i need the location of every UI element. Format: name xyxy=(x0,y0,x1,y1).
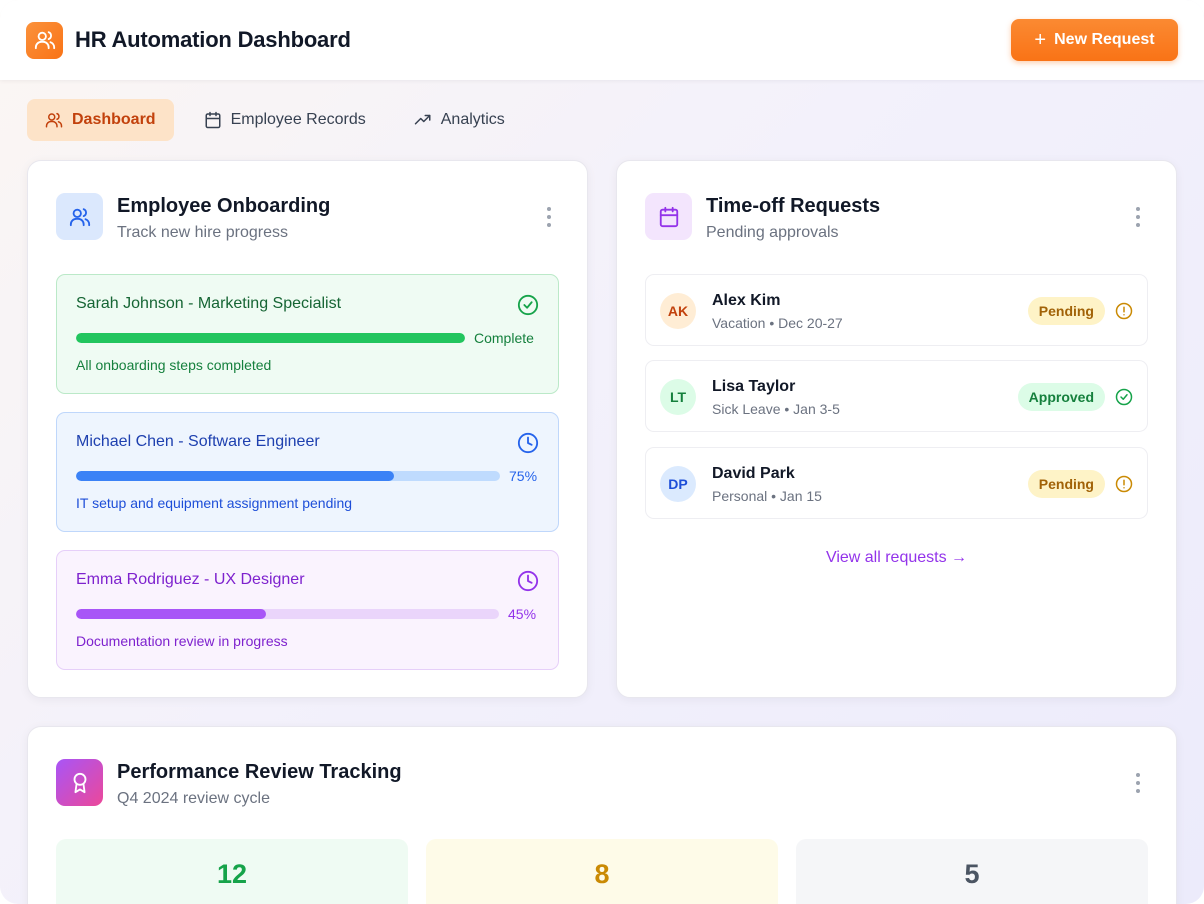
stat-value: 8 xyxy=(594,859,610,889)
tab-employee-records[interactable]: Employee Records xyxy=(186,99,384,141)
users-icon xyxy=(26,21,63,59)
trending-up-icon xyxy=(414,111,432,129)
nav-tabs: Dashboard Employee Records Analytics xyxy=(27,99,523,141)
card-header: Employee Onboarding Track new hire progr… xyxy=(56,193,559,242)
alert-circle-icon xyxy=(1115,302,1133,325)
card-header: Performance Review Tracking Q4 2024 revi… xyxy=(56,759,1148,808)
calendar-icon xyxy=(645,193,692,240)
onboarding-note: Documentation review in progress xyxy=(76,633,288,649)
clock-icon xyxy=(517,570,539,597)
status-badge: Pending xyxy=(1027,470,1105,498)
employee-name: Alex Kim xyxy=(712,292,781,309)
status-badge: Pending xyxy=(1027,297,1105,325)
stat-card[interactable]: 12 xyxy=(56,839,408,904)
progress-bar xyxy=(76,609,499,619)
avatar: DP xyxy=(660,466,696,502)
timeoff-request[interactable]: AK Alex Kim Vacation • Dec 20-27 Pending xyxy=(645,274,1148,346)
progress-fill xyxy=(76,471,394,481)
progress-bar xyxy=(76,471,500,481)
users-icon xyxy=(45,111,63,129)
more-options-icon[interactable] xyxy=(1128,771,1148,795)
check-circle-icon xyxy=(517,294,539,321)
progress-bar xyxy=(76,333,465,343)
request-detail: Sick Leave • Jan 3-5 xyxy=(712,401,840,417)
onboarding-note: All onboarding steps completed xyxy=(76,357,272,373)
avatar: AK xyxy=(660,293,696,329)
stat-card[interactable]: 8 xyxy=(426,839,778,904)
card-subtitle: Pending approvals xyxy=(706,224,839,241)
clock-icon xyxy=(517,432,539,459)
avatar: LT xyxy=(660,379,696,415)
stat-value: 12 xyxy=(216,859,248,889)
view-all-requests-link[interactable]: View all requests → xyxy=(825,549,968,566)
timeoff-request[interactable]: LT Lisa Taylor Sick Leave • Jan 3-5 Appr… xyxy=(645,360,1148,432)
users-icon xyxy=(56,193,103,240)
card-title: Time-off Requests xyxy=(706,195,881,217)
progress-label: Complete xyxy=(474,330,534,346)
timeoff-request[interactable]: DP David Park Personal • Jan 15 Pending xyxy=(645,447,1148,519)
onboarding-note: IT setup and equipment assignment pendin… xyxy=(76,495,353,511)
request-detail: Vacation • Dec 20-27 xyxy=(712,315,843,331)
more-options-icon[interactable] xyxy=(539,205,559,229)
card-header: Time-off Requests Pending approvals xyxy=(645,193,1148,242)
award-icon xyxy=(56,759,103,806)
progress-fill xyxy=(76,333,465,343)
status-badge: Approved xyxy=(1017,383,1105,411)
employee-name: Sarah Johnson - Marketing Specialist xyxy=(76,295,342,312)
onboarding-item[interactable]: Emma Rodriguez - UX Designer 45% Documen… xyxy=(56,550,559,670)
stat-card[interactable]: 5 xyxy=(796,839,1148,904)
progress-fill xyxy=(76,609,267,619)
calendar-icon xyxy=(204,111,222,129)
request-detail: Personal • Jan 15 xyxy=(712,488,822,504)
tab-analytics[interactable]: Analytics xyxy=(396,99,523,141)
progress-label: 45% xyxy=(508,606,537,622)
employee-name: David Park xyxy=(712,465,795,482)
app-title: HR Automation Dashboard xyxy=(75,27,351,52)
new-request-label: New Request xyxy=(1054,31,1155,48)
onboarding-card: Employee Onboarding Track new hire progr… xyxy=(27,160,588,698)
brand: HR Automation Dashboard xyxy=(26,21,351,59)
card-title: Employee Onboarding xyxy=(117,195,331,217)
progress-label: 75% xyxy=(509,468,538,484)
stat-value: 5 xyxy=(964,859,980,889)
tab-label: Employee Records xyxy=(230,111,366,128)
more-options-icon[interactable] xyxy=(1128,205,1148,229)
card-subtitle: Track new hire progress xyxy=(117,224,289,241)
employee-name: Michael Chen - Software Engineer xyxy=(76,433,320,450)
employee-name: Emma Rodriguez - UX Designer xyxy=(76,571,305,588)
onboarding-item[interactable]: Sarah Johnson - Marketing Specialist Com… xyxy=(56,274,559,394)
tab-label: Analytics xyxy=(440,111,505,128)
alert-circle-icon xyxy=(1115,475,1133,498)
tab-dashboard[interactable]: Dashboard xyxy=(27,99,174,141)
check-circle-icon xyxy=(1115,388,1133,411)
card-title: Performance Review Tracking xyxy=(117,761,402,783)
tab-label: Dashboard xyxy=(72,111,156,128)
employee-name: Lisa Taylor xyxy=(712,378,796,395)
card-subtitle: Q4 2024 review cycle xyxy=(117,790,270,807)
timeoff-card: Time-off Requests Pending approvals AK A… xyxy=(616,160,1177,698)
top-header: HR Automation Dashboard + New Request xyxy=(0,0,1204,80)
plus-icon: + xyxy=(1034,29,1047,51)
onboarding-item[interactable]: Michael Chen - Software Engineer 75% IT … xyxy=(56,412,559,532)
new-request-button[interactable]: + New Request xyxy=(1011,19,1178,61)
performance-card: Performance Review Tracking Q4 2024 revi… xyxy=(27,726,1177,904)
